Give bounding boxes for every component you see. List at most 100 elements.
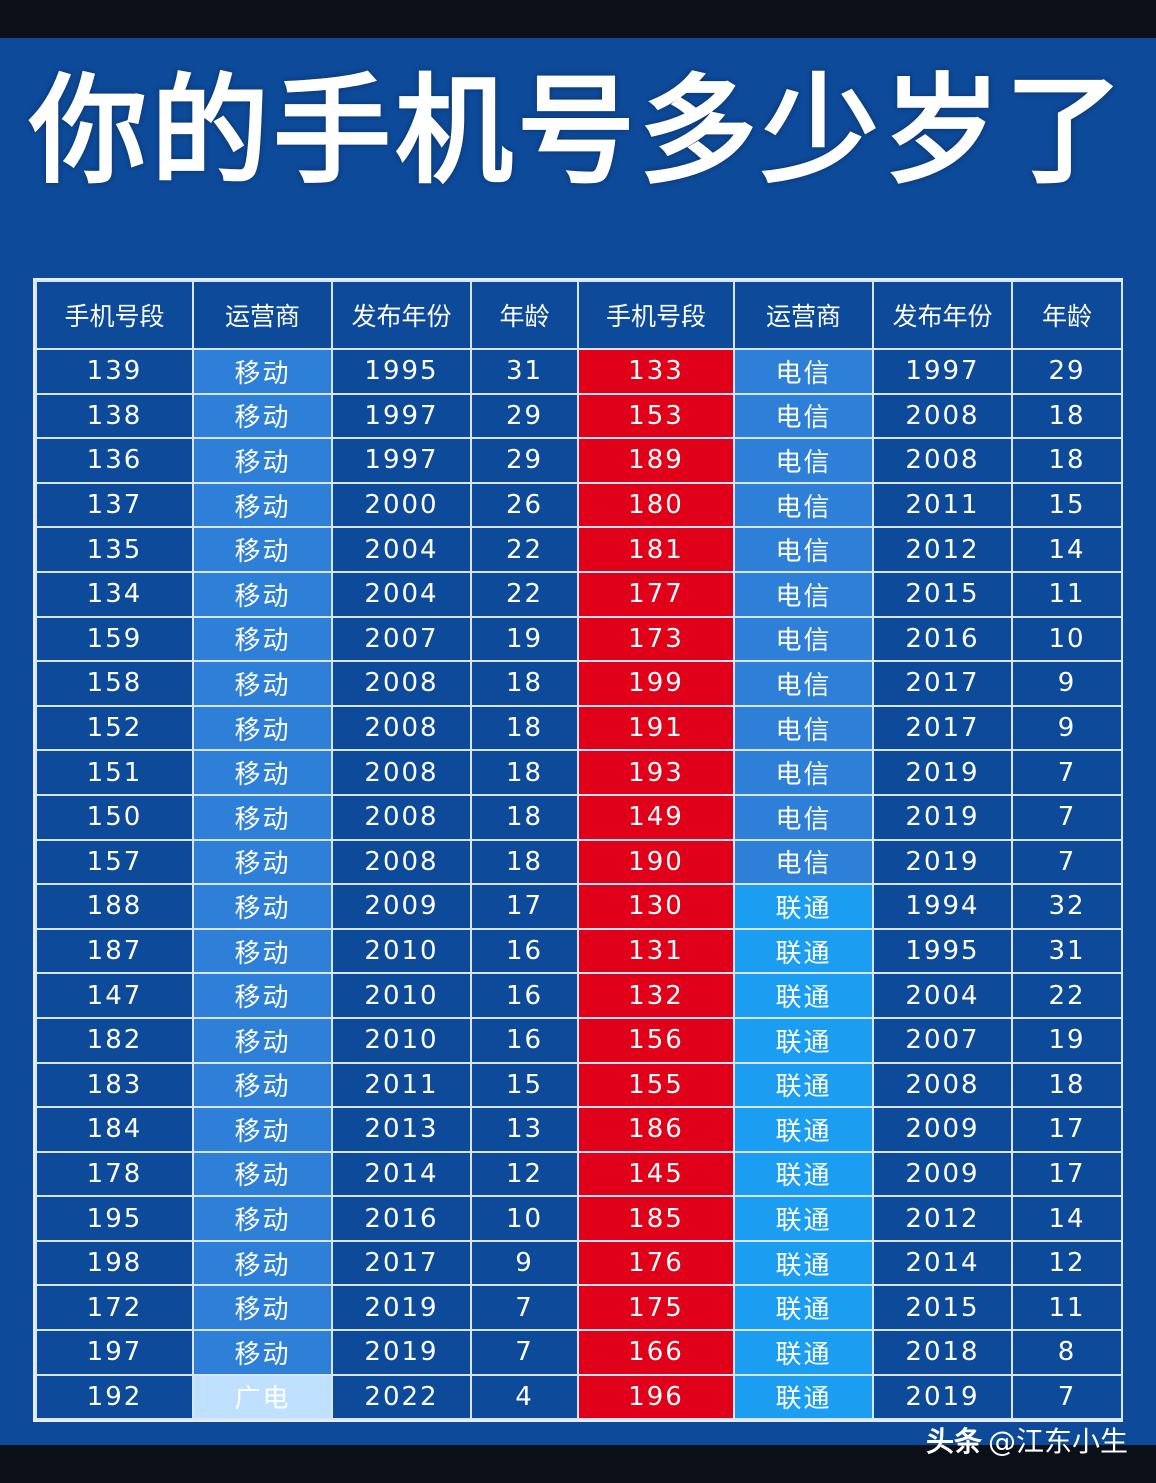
- cell-prefix-right: 180: [577, 481, 735, 529]
- cell-year-right: 2008: [872, 1061, 1013, 1109]
- cell-age-left: 18: [470, 838, 579, 886]
- table-row: 147 移动 2010 16 132 联通 2004 22: [35, 972, 1123, 1019]
- cell-carrier-right: 联通: [733, 1061, 874, 1109]
- cell-carrier-right: 电信: [733, 392, 874, 440]
- cell-carrier-right: 电信: [733, 838, 874, 886]
- cell-year-right: 2008: [872, 392, 1013, 440]
- cell-year-left: 2010: [331, 1016, 472, 1064]
- cell-prefix-right: 155: [577, 1061, 735, 1109]
- cell-prefix-right: 133: [577, 348, 735, 395]
- cell-prefix-right: 193: [577, 749, 735, 796]
- cell-carrier-left: 移动: [192, 704, 333, 752]
- cell-carrier-left: 移动: [192, 660, 333, 707]
- cell-year-left: 2022: [331, 1373, 472, 1421]
- cell-year-left: 2008: [331, 749, 472, 796]
- cell-age-right: 18: [1011, 392, 1123, 440]
- cell-carrier-left: 移动: [192, 1061, 333, 1109]
- cell-age-right: 7: [1011, 1373, 1123, 1421]
- cell-prefix-right: 186: [577, 1106, 735, 1153]
- cell-carrier-right: 联通: [733, 1284, 874, 1332]
- cell-age-left: 26: [470, 481, 579, 529]
- cell-year-right: 2009: [872, 1150, 1013, 1198]
- cell-carrier-left: 移动: [192, 1106, 333, 1153]
- cell-age-right: 15: [1011, 481, 1123, 529]
- number-age-table-frame: 手机号段 运营商 发布年份 年龄 手机号段 运营商 发布年份 年龄 139 移动 1…: [33, 278, 1123, 1423]
- cell-age-left: 18: [470, 793, 579, 841]
- cell-age-left: 18: [470, 660, 579, 707]
- cell-age-right: 18: [1011, 437, 1123, 484]
- cell-age-right: 10: [1011, 615, 1123, 663]
- table-row: 172 移动 2019 7 175 联通 2015 11: [35, 1284, 1123, 1332]
- cell-prefix-right: 177: [577, 570, 735, 618]
- cell-year-right: 2017: [872, 704, 1013, 752]
- cell-carrier-right: 电信: [733, 793, 874, 841]
- cell-year-right: 2016: [872, 615, 1013, 663]
- table-row: 158 移动 2008 18 199 电信 2017 9: [35, 660, 1123, 707]
- cell-age-left: 29: [470, 392, 579, 440]
- cell-year-left: 2011: [331, 1061, 472, 1109]
- cell-age-right: 9: [1011, 660, 1123, 707]
- cell-prefix-right: 149: [577, 793, 735, 841]
- cell-year-left: 2013: [331, 1106, 472, 1153]
- cell-year-right: 2011: [872, 481, 1013, 529]
- cell-year-left: 2004: [331, 570, 472, 618]
- cell-prefix-left: 192: [35, 1373, 194, 1421]
- cell-year-right: 2008: [872, 437, 1013, 484]
- table-row: 157 移动 2008 18 190 电信 2019 7: [35, 838, 1123, 886]
- cell-age-right: 31: [1011, 927, 1123, 975]
- cell-carrier-left: 移动: [192, 348, 333, 395]
- cell-prefix-left: 138: [35, 392, 194, 440]
- cell-age-right: 32: [1011, 883, 1123, 930]
- cell-carrier-right: 联通: [733, 1195, 874, 1242]
- cell-carrier-left: 移动: [192, 883, 333, 930]
- header-carrier-left: 运营商: [192, 280, 333, 350]
- cell-age-left: 7: [470, 1329, 579, 1376]
- cell-prefix-left: 197: [35, 1329, 194, 1376]
- cell-carrier-right: 联通: [733, 1150, 874, 1198]
- cell-age-left: 19: [470, 615, 579, 663]
- cell-prefix-left: 183: [35, 1061, 194, 1109]
- cell-carrier-right: 联通: [733, 1106, 874, 1153]
- cell-carrier-right: 联通: [733, 1016, 874, 1064]
- cell-age-left: 16: [470, 927, 579, 975]
- table-row: 192 广电 2022 4 196 联通 2019 7: [35, 1373, 1123, 1421]
- cell-age-left: 15: [470, 1061, 579, 1109]
- cell-carrier-left: 移动: [192, 392, 333, 440]
- cell-year-right: 2004: [872, 972, 1013, 1019]
- cell-year-right: 2012: [872, 1195, 1013, 1242]
- cell-year-left: 2008: [331, 660, 472, 707]
- cell-age-right: 11: [1011, 1284, 1123, 1332]
- cell-prefix-left: 137: [35, 481, 194, 529]
- cell-prefix-right: 131: [577, 927, 735, 975]
- cell-age-right: 12: [1011, 1239, 1123, 1287]
- table-row: 150 移动 2008 18 149 电信 2019 7: [35, 793, 1123, 841]
- cell-prefix-left: 135: [35, 526, 194, 573]
- cell-carrier-left: 移动: [192, 972, 333, 1019]
- cell-year-left: 2010: [331, 927, 472, 975]
- cell-year-left: 1997: [331, 437, 472, 484]
- header-prefix-left: 手机号段: [35, 280, 194, 350]
- cell-year-right: 2017: [872, 660, 1013, 707]
- cell-prefix-left: 178: [35, 1150, 194, 1198]
- cell-prefix-right: 145: [577, 1150, 735, 1198]
- cell-year-left: 2008: [331, 793, 472, 841]
- cell-prefix-left: 159: [35, 615, 194, 663]
- cell-prefix-left: 136: [35, 437, 194, 484]
- cell-carrier-left: 移动: [192, 437, 333, 484]
- header-age-right: 年龄: [1011, 280, 1123, 350]
- cell-prefix-left: 187: [35, 927, 194, 975]
- table-row: 151 移动 2008 18 193 电信 2019 7: [35, 749, 1123, 796]
- cell-carrier-right: 电信: [733, 615, 874, 663]
- table-row: 139 移动 1995 31 133 电信 1997 29: [35, 348, 1123, 395]
- cell-carrier-left: 广电: [192, 1373, 333, 1421]
- cell-carrier-right: 电信: [733, 348, 874, 395]
- cell-carrier-right: 电信: [733, 660, 874, 707]
- cell-carrier-left: 移动: [192, 1150, 333, 1198]
- cell-year-right: 2012: [872, 526, 1013, 573]
- cell-age-right: 7: [1011, 838, 1123, 886]
- cell-prefix-left: 198: [35, 1239, 194, 1287]
- page-title: 你的手机号多少岁了: [28, 62, 1127, 200]
- number-age-table: 手机号段 运营商 发布年份 年龄 手机号段 运营商 发布年份 年龄 139 移动 1…: [35, 280, 1123, 1421]
- cell-age-right: 18: [1011, 1061, 1123, 1109]
- cell-prefix-right: 176: [577, 1239, 735, 1287]
